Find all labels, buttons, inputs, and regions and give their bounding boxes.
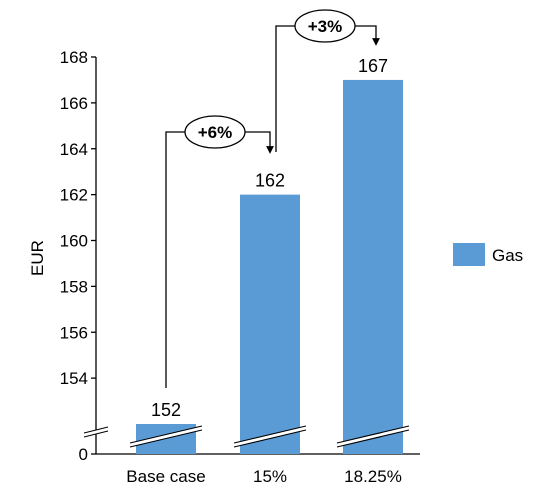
y-tick-label: 162 (60, 186, 88, 205)
data-label: 167 (358, 56, 388, 76)
legend-entry-gas: Gas (492, 246, 523, 265)
y-tick-label: 158 (60, 277, 88, 296)
y-tick-label: 160 (60, 232, 88, 251)
y-tick-label: 156 (60, 323, 88, 342)
break-line (233, 429, 307, 448)
break-line (336, 429, 410, 448)
axes: 0 154 156 158 160 162 164 166 168 Base case 15% 18.… (60, 48, 420, 486)
y-tick-label: 166 (60, 94, 88, 113)
axis-break-line (83, 426, 109, 434)
callouts: +6% +3% (165, 9, 380, 388)
y-tick-label: 168 (60, 48, 88, 67)
break-line (336, 425, 410, 444)
axis-break-marks (83, 425, 410, 448)
y-tick-label: 164 (60, 140, 88, 159)
category-label: 18.25% (344, 467, 402, 486)
category-label: 15% (253, 467, 287, 486)
legend: Gas (453, 243, 523, 266)
callout-bubble (294, 9, 356, 43)
callout-bubble (184, 115, 246, 149)
break-line (129, 425, 203, 444)
break-gap (130, 426, 202, 447)
legend-swatch (453, 243, 485, 266)
callout-label: +6% (198, 123, 233, 142)
break-line (129, 429, 203, 448)
y-axis-label: EUR (28, 240, 47, 276)
break-gap (337, 426, 409, 447)
break-gap (234, 426, 306, 447)
axis-break-line (83, 430, 109, 438)
data-labels: 152 162 167 (151, 56, 388, 420)
bar (240, 194, 300, 454)
callout-label: +3% (308, 17, 343, 36)
break-gap (84, 427, 108, 437)
category-label: Base case (126, 467, 205, 486)
y-tick-label: 0 (79, 445, 88, 464)
data-label: 162 (255, 171, 285, 191)
bar (343, 79, 403, 454)
bars (136, 79, 403, 454)
y-tick-label: 154 (60, 369, 88, 388)
data-label: 152 (151, 400, 181, 420)
break-line (233, 425, 307, 444)
